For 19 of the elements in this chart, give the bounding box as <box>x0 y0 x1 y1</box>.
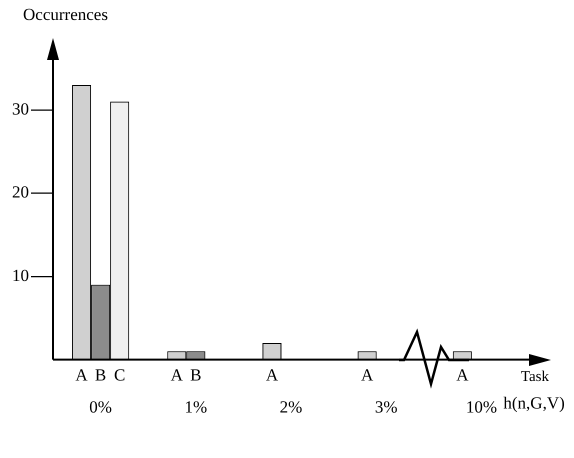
y-tick-label: 20 <box>12 182 29 202</box>
x-tick-label: 10% <box>466 397 497 416</box>
text: A <box>170 366 183 385</box>
series-label: A <box>75 366 88 385</box>
y-tick-label: 30 <box>12 99 29 118</box>
text: h(n,G,V) <box>503 394 565 413</box>
text: A <box>266 366 278 385</box>
y-tick-label: 10 <box>12 266 29 285</box>
text: B <box>190 366 202 385</box>
y-axis-title: Occurrences <box>23 4 108 24</box>
x-tick-label: 0% <box>89 397 112 416</box>
series-label: C <box>114 366 126 385</box>
x-tick-label: 3% <box>374 397 398 416</box>
x-tick-label: 1% <box>184 397 208 416</box>
text: A <box>456 366 468 385</box>
series-label: B <box>94 366 106 385</box>
x-axis-title: Task <box>520 369 550 386</box>
text: A <box>361 366 374 385</box>
x-tick-label: 2% <box>280 397 302 416</box>
